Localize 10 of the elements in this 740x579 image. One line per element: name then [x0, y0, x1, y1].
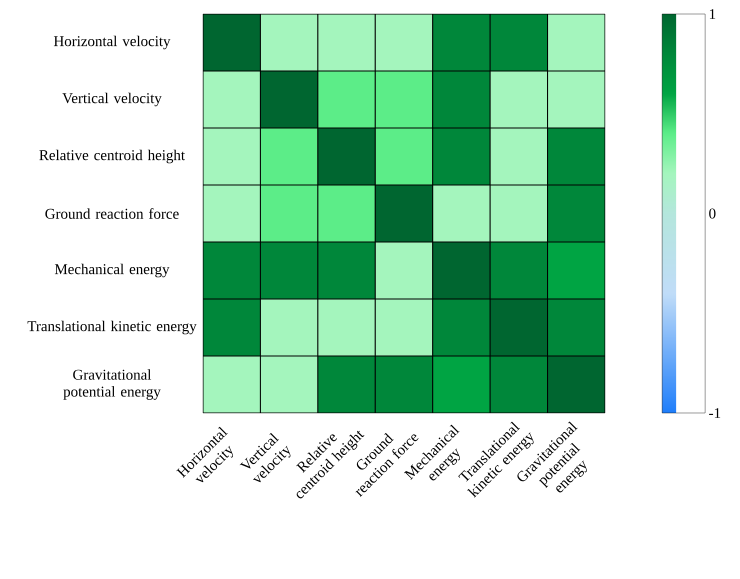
y-tick-label: Ground reaction force [45, 208, 179, 219]
y-tick-label: Gravitational potential energy [63, 369, 161, 400]
y-tick-label: Horizontal velocity [54, 36, 170, 50]
color-bar-label: 0 [709, 208, 716, 219]
color-bar-label: 1 [710, 9, 716, 19]
y-tick-label: Mechanical energy [54, 264, 170, 278]
y-tick-label: Translational kinetic energy [28, 320, 197, 334]
y-tick-label: Vertical velocity [62, 92, 162, 106]
color-bar-label: -1 [709, 408, 720, 418]
y-tick-label: Relative centroid height [39, 150, 185, 164]
